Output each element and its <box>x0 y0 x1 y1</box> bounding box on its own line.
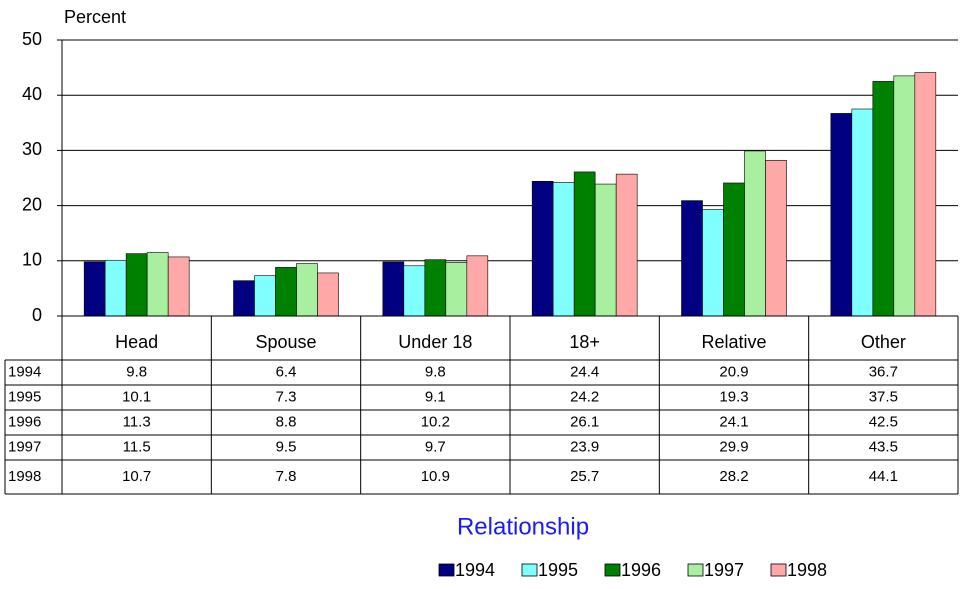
table-cell: 7.3 <box>276 388 297 405</box>
legend-swatch <box>604 563 621 577</box>
table-cell: 42.5 <box>869 413 898 430</box>
bar <box>233 280 255 317</box>
bar <box>424 259 447 317</box>
table-row-label: 1995 <box>8 388 41 405</box>
table-cell: 10.1 <box>122 388 151 405</box>
bar <box>403 265 426 317</box>
bar <box>104 259 127 317</box>
table-cell: 24.1 <box>719 413 748 430</box>
x-tick-label: 18+ <box>569 332 600 352</box>
table-cell: 25.7 <box>570 468 599 485</box>
x-tick-label: Head <box>115 332 158 352</box>
table-cell: 7.8 <box>276 468 297 485</box>
table-row-label: 1996 <box>8 413 41 430</box>
bar <box>744 150 766 317</box>
legend-label: 1998 <box>787 560 827 580</box>
bar <box>146 252 169 317</box>
legend-label: 1996 <box>621 560 661 580</box>
y-tick-label: 20 <box>22 194 42 214</box>
table-cell: 23.9 <box>570 438 599 455</box>
y-tick-label: 10 <box>22 250 42 270</box>
table-cell: 37.5 <box>869 388 898 405</box>
legend-label: 1994 <box>455 560 495 580</box>
legend-swatch <box>770 563 787 577</box>
table-cell: 9.1 <box>425 388 446 405</box>
bar <box>851 108 874 317</box>
table-cell: 6.4 <box>276 363 297 380</box>
table-cell: 11.5 <box>123 438 151 455</box>
table-cell: 29.9 <box>719 438 748 455</box>
y-tick-label: 30 <box>22 139 42 159</box>
legend-swatch <box>521 563 538 577</box>
table-cell: 9.7 <box>425 438 446 455</box>
legend-swatch <box>438 563 455 577</box>
table-row-label: 1998 <box>8 468 41 485</box>
bar <box>914 72 937 317</box>
bar <box>615 173 638 317</box>
bar <box>531 181 554 317</box>
table-cell: 36.7 <box>869 363 898 380</box>
table-cell: 20.9 <box>719 363 748 380</box>
legend-swatch <box>687 563 704 577</box>
bar <box>167 256 190 317</box>
table-row-label: 1994 <box>8 363 41 380</box>
bar <box>445 262 468 317</box>
table-cell: 43.5 <box>869 438 898 455</box>
table-cell: 24.2 <box>570 388 599 405</box>
table-cell: 10.2 <box>421 413 450 430</box>
x-tick-label: Relative <box>701 332 766 352</box>
table-cell: 10.9 <box>421 468 450 485</box>
y-tick-label: 50 <box>22 29 42 49</box>
bar <box>681 200 703 317</box>
table-cell: 9.8 <box>126 363 147 380</box>
table-cell: 11.3 <box>123 413 151 430</box>
bar <box>275 267 297 317</box>
bar <box>552 182 575 317</box>
y-tick-label: 40 <box>22 84 42 104</box>
bar <box>594 183 617 317</box>
legend-label: 1997 <box>704 560 744 580</box>
bar <box>893 75 916 317</box>
table-cell: 26.1 <box>570 413 599 430</box>
bar <box>83 261 106 317</box>
bar <box>723 182 745 317</box>
bar <box>702 209 724 317</box>
table-cell: 8.8 <box>276 413 297 430</box>
bar <box>765 160 787 317</box>
bar <box>254 275 276 317</box>
bar <box>125 253 148 317</box>
bar <box>872 81 895 317</box>
bar <box>830 113 853 317</box>
legend-label: 1995 <box>538 560 578 580</box>
table-cell: 44.1 <box>869 468 898 485</box>
bar <box>382 261 405 317</box>
y-axis-label: Percent <box>64 7 126 27</box>
bar <box>573 171 596 317</box>
x-axis-title: Relationship <box>457 513 589 540</box>
table-cell: 10.7 <box>122 468 151 485</box>
table-cell: 9.8 <box>425 363 446 380</box>
table-cell: 28.2 <box>719 468 748 485</box>
x-tick-label: Under 18 <box>398 332 472 352</box>
table-cell: 9.5 <box>276 438 297 455</box>
table-cell: 19.3 <box>719 388 748 405</box>
bar <box>317 272 339 317</box>
bar <box>466 255 489 317</box>
table-cell: 24.4 <box>570 363 599 380</box>
x-tick-label: Other <box>861 332 906 352</box>
x-tick-label: Spouse <box>255 332 316 352</box>
y-tick-label: 0 <box>32 305 42 325</box>
bar <box>296 263 318 317</box>
table-row-label: 1997 <box>8 438 41 455</box>
